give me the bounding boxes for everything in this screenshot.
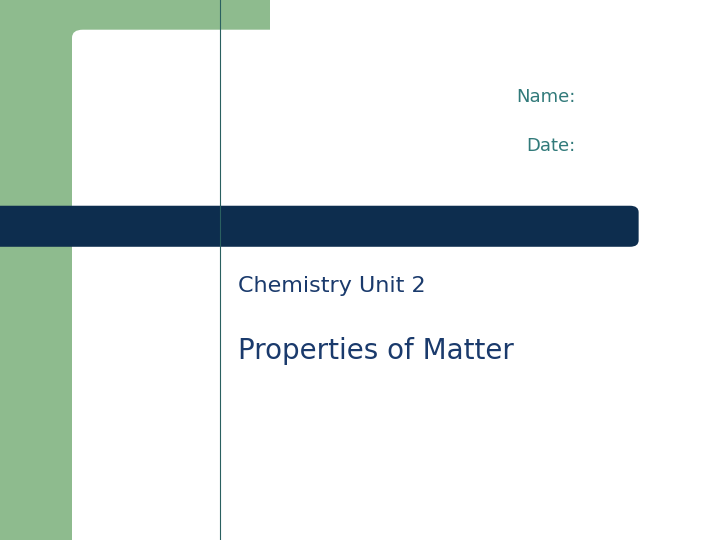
Text: Date:: Date:: [527, 137, 576, 155]
Text: Chemistry Unit 2: Chemistry Unit 2: [238, 276, 426, 296]
Text: Properties of Matter: Properties of Matter: [238, 337, 513, 365]
Bar: [220, 0, 259, 162]
Bar: [0, 0, 270, 162]
Text: Name:: Name:: [517, 88, 576, 106]
FancyBboxPatch shape: [0, 206, 639, 247]
Bar: [0, 0, 72, 540]
FancyBboxPatch shape: [72, 30, 490, 408]
